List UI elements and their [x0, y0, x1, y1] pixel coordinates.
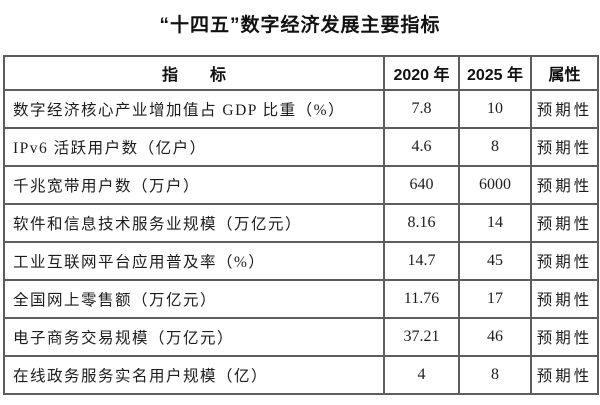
table-row: 软件和信息技术服务业规模（万亿元） 8.16 14 预期性	[3, 203, 599, 243]
value-2025-cell: 14	[458, 203, 532, 243]
col-header-indicator: 指 标	[3, 55, 385, 91]
attribute-cell: 预期性	[530, 203, 599, 243]
table-row: 数字经济核心产业增加值占 GDP 比重（%） 7.8 10 预期性	[3, 89, 599, 129]
table-row: 电子商务交易规模（万亿元） 37.21 46 预期性	[3, 317, 599, 357]
table-row: 千兆宽带用户数（万户） 640 6000 预期性	[3, 165, 599, 205]
value-2020-cell: 4.6	[383, 127, 460, 167]
value-2025-cell: 8	[458, 127, 532, 167]
value-2020-cell: 7.8	[383, 89, 460, 129]
value-2020-cell: 4	[383, 355, 460, 395]
table-header-row: 指 标 2020 年 2025 年 属性	[3, 55, 599, 91]
indicator-cell: 数字经济核心产业增加值占 GDP 比重（%）	[3, 89, 385, 129]
attribute-cell: 预期性	[530, 241, 599, 281]
indicator-cell: 电子商务交易规模（万亿元）	[3, 317, 385, 357]
attribute-cell: 预期性	[530, 317, 599, 357]
value-2020-cell: 14.7	[383, 241, 460, 281]
table-row: 在线政务服务实名用户规模（亿） 4 8 预期性	[3, 355, 599, 395]
indicator-cell: 全国网上零售额（万亿元）	[3, 279, 385, 319]
value-2020-cell: 37.21	[383, 317, 460, 357]
col-header-2025: 2025 年	[458, 55, 532, 91]
indicators-table: 指 标 2020 年 2025 年 属性 数字经济核心产业增加值占 GDP 比重…	[3, 55, 599, 395]
indicator-cell: 千兆宽带用户数（万户）	[3, 165, 385, 205]
value-2020-cell: 640	[383, 165, 460, 205]
value-2025-cell: 45	[458, 241, 532, 281]
value-2020-cell: 11.76	[383, 279, 460, 319]
indicator-cell: 工业互联网平台应用普及率（%）	[3, 241, 385, 281]
value-2025-cell: 10	[458, 89, 532, 129]
value-2025-cell: 6000	[458, 165, 532, 205]
table-row: IPv6 活跃用户数（亿户） 4.6 8 预期性	[3, 127, 599, 167]
indicator-cell: 软件和信息技术服务业规模（万亿元）	[3, 203, 385, 243]
attribute-cell: 预期性	[530, 165, 599, 205]
table-row: 全国网上零售额（万亿元） 11.76 17 预期性	[3, 279, 599, 319]
page-title: “十四五”数字经济发展主要指标	[159, 15, 441, 36]
indicator-cell: IPv6 活跃用户数（亿户）	[3, 127, 385, 167]
value-2025-cell: 17	[458, 279, 532, 319]
indicator-cell: 在线政务服务实名用户规模（亿）	[3, 355, 385, 395]
attribute-cell: 预期性	[530, 355, 599, 395]
value-2025-cell: 46	[458, 317, 532, 357]
table-row: 工业互联网平台应用普及率（%） 14.7 45 预期性	[3, 241, 599, 281]
attribute-cell: 预期性	[530, 127, 599, 167]
col-header-2020: 2020 年	[383, 55, 460, 91]
col-header-attribute: 属性	[530, 55, 599, 91]
attribute-cell: 预期性	[530, 89, 599, 129]
value-2020-cell: 8.16	[383, 203, 460, 243]
value-2025-cell: 8	[458, 355, 532, 395]
attribute-cell: 预期性	[530, 279, 599, 319]
